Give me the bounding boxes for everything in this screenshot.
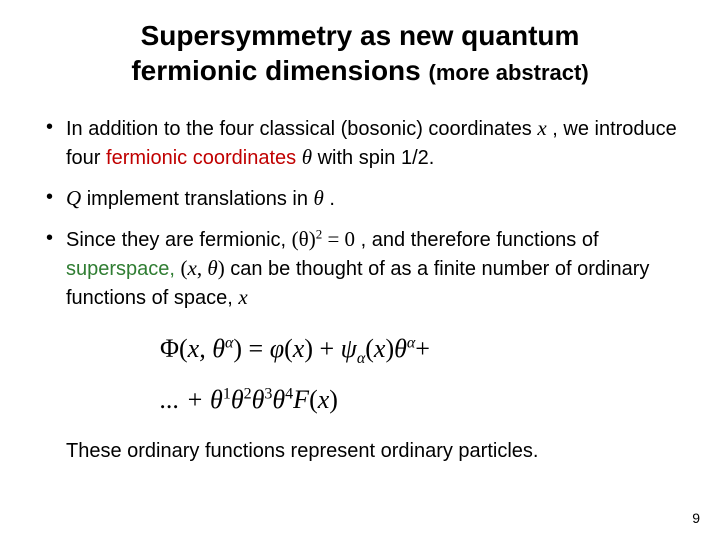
eq1-c1: ) + [304, 334, 340, 363]
b2-text-a: implement translations in [81, 188, 313, 210]
eq2-dots: ... + [160, 385, 210, 414]
eq2-x: x [318, 385, 330, 414]
b3-green: superspace, [66, 258, 175, 280]
equation-line-2: ... + θ1θ2θ3θ4F(x) [160, 375, 680, 424]
eq1-phi: φ [270, 334, 284, 363]
eq1-c2: ) [385, 334, 394, 363]
closing-text: These ordinary functions represent ordin… [66, 440, 680, 463]
eq1-x2: x [374, 334, 386, 363]
eq1-Phi: Φ( [160, 334, 188, 363]
eq1-p1: ( [284, 334, 293, 363]
b2-text-b: . [324, 188, 335, 210]
eq2-F: F [293, 385, 309, 414]
eq1-eq: ) = [233, 334, 269, 363]
slide-title: Supersymmetry as new quantum fermionic d… [70, 18, 650, 88]
sym-x-2: x [238, 285, 247, 309]
eq2-th1: θ [210, 385, 223, 414]
eq1-theta: θ [394, 334, 407, 363]
sym-theta-2: θ [314, 186, 324, 210]
b1-text-d: with spin 1/2. [312, 147, 434, 169]
sym-x-1: x [537, 116, 546, 140]
eq-thetasq-r: = 0 [322, 227, 355, 251]
eq2-e2: 2 [244, 385, 252, 402]
eq1-psisub: α [357, 350, 365, 367]
bullet-list: In addition to the four classical (boson… [40, 114, 680, 312]
b3-text-a: Since they are fermionic, [66, 229, 292, 251]
eq-thetasq-l: (θ) [292, 227, 316, 251]
bullet-3: Since they are fermionic, (θ)2 = 0 , and… [40, 225, 680, 312]
eq2-th4: θ [272, 385, 285, 414]
eq-xtheta: (x, θ) [181, 256, 225, 280]
eq2-c: ) [329, 385, 338, 414]
eq2-th3: θ [252, 385, 265, 414]
eq2-th2: θ [231, 385, 244, 414]
eq1-psi: ψ [341, 334, 357, 363]
b3-text-b: , and therefore functions of [355, 229, 599, 251]
eq2-p: ( [309, 385, 318, 414]
eq1-xa: x, θ [188, 334, 225, 363]
eq1-x1: x [293, 334, 305, 363]
sym-theta-1: θ [302, 145, 312, 169]
sym-Q: Q [66, 186, 81, 210]
eq1-p2: ( [365, 334, 374, 363]
title-line2-main: fermionic dimensions [131, 55, 428, 86]
eq1-plus: + [415, 334, 430, 363]
page-number: 9 [692, 510, 700, 526]
title-line1: Supersymmetry as new quantum [141, 20, 580, 51]
b1-red: fermionic coordinates [106, 147, 296, 169]
bullet-2: Q implement translations in θ . [40, 184, 680, 213]
bullet-1: In addition to the four classical (boson… [40, 114, 680, 172]
title-line2-sub: (more abstract) [429, 60, 589, 85]
equation-line-1: Φ(x, θα) = φ(x) + ψα(x)θα+ [160, 324, 680, 375]
eq2-e4: 4 [285, 385, 293, 402]
b1-text-a: In addition to the four classical (boson… [66, 118, 537, 140]
eq2-e1: 1 [223, 385, 231, 402]
equation-block: Φ(x, θα) = φ(x) + ψα(x)θα+ ... + θ1θ2θ3θ… [160, 324, 680, 424]
slide-container: Supersymmetry as new quantum fermionic d… [0, 0, 720, 540]
